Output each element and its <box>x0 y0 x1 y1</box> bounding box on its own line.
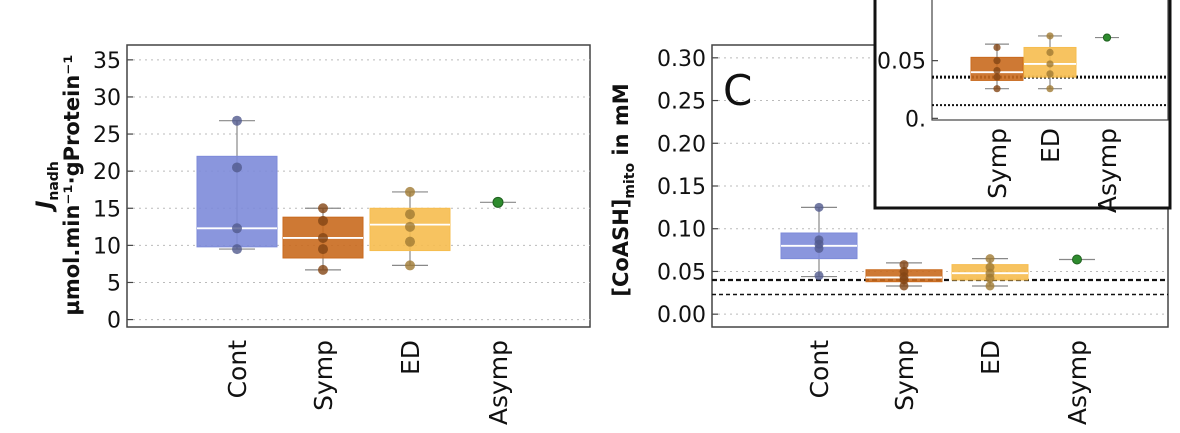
jnadh-ytick-label: 35 <box>93 49 121 74</box>
jnadh-data-point <box>232 223 242 234</box>
coash-data-point <box>985 273 995 283</box>
inset-data-point <box>993 85 1001 93</box>
jnadh-y-axis-units: µmol.min⁻¹·gProtein⁻¹ <box>60 54 84 315</box>
jnadh-category-label: ED <box>396 340 425 375</box>
inset-data-point <box>993 66 1001 75</box>
inset-data-point <box>1046 60 1054 68</box>
coash-y-axis-label: [CoASH]mito in mM <box>609 83 638 296</box>
jnadh-ytick-label: 0 <box>107 309 121 334</box>
inset-category-label: Symp <box>983 128 1012 199</box>
jnadh-ytick-label: 30 <box>93 86 121 111</box>
inset-ytick-label: 0. <box>905 107 926 132</box>
coash-y-title-subscript: mito <box>622 163 638 199</box>
coash-data-point <box>814 243 824 253</box>
jnadh-data-point <box>318 215 328 226</box>
jnadh-data-point <box>318 203 328 214</box>
coash-data-point <box>899 281 909 291</box>
jnadh-y-title-main: J <box>33 201 58 213</box>
coash-category-label: ED <box>976 340 1005 375</box>
jnadh-data-point <box>232 244 242 255</box>
inset-data-point <box>1046 48 1054 57</box>
jnadh-data-point <box>232 162 242 173</box>
inset-data-point <box>1046 85 1054 93</box>
jnadh-data-point <box>232 115 242 126</box>
jnadh-category-label: Cont <box>223 340 252 399</box>
panel-label: C <box>723 66 752 115</box>
inset-data-point <box>1046 70 1054 78</box>
jnadh-data-point <box>492 196 504 208</box>
coash-data-point <box>985 254 995 264</box>
jnadh-y-axis-title: Jnadh <box>33 161 62 213</box>
coash-ytick-label: 0.25 <box>657 90 706 115</box>
jnadh-data-point <box>318 244 328 255</box>
inset-ytick-label: 0.05 <box>877 50 926 75</box>
coash-data-point <box>899 260 909 270</box>
jnadh-ytick-label: 10 <box>93 234 121 259</box>
jnadh-data-point <box>405 236 415 247</box>
coash-category-label: Asymp <box>1063 340 1092 425</box>
jnadh-ytick-label: 15 <box>93 197 121 222</box>
jnadh-data-point <box>405 260 415 271</box>
coash-data-point <box>985 281 995 291</box>
coash-y-title-suffix: in mM <box>609 83 633 163</box>
inset-data-point <box>1102 33 1112 42</box>
coash-data-point <box>1072 254 1082 265</box>
jnadh-category-label: Symp <box>309 340 338 411</box>
jnadh-data-point <box>318 264 328 275</box>
coash-y-title-main: [CoASH] <box>609 199 633 297</box>
inset-data-point <box>993 73 1001 81</box>
coash-ytick-label: 0.10 <box>657 218 706 243</box>
jnadh-ytick-label: 20 <box>93 160 121 185</box>
coash-category-label: Cont <box>805 340 834 399</box>
coash-data-point <box>814 202 824 212</box>
jnadh-data-point <box>405 209 415 220</box>
inset-panel: 0.05 0. Symp ED Asymp <box>877 0 1169 213</box>
jnadh-data-point <box>318 232 328 243</box>
coash-ytick-label: 0.00 <box>657 303 706 328</box>
jnadh-ytick-label: 25 <box>93 123 121 148</box>
inset-data-point <box>993 57 1001 65</box>
jnadh-data-point <box>405 186 415 197</box>
inset-data-point <box>993 43 1001 52</box>
jnadh-y-title-subscript: nadh <box>46 161 62 200</box>
jnadh-category-label: Asymp <box>484 340 513 425</box>
inset-category-label: Asymp <box>1093 128 1122 213</box>
jnadh-plot-frame <box>126 44 591 328</box>
jnadh-panel: 35 30 25 20 15 10 5 0 Cont Symp ED Asymp <box>93 44 591 425</box>
inset-category-label: ED <box>1036 128 1065 163</box>
coash-ytick-label: 0.15 <box>657 175 706 200</box>
coash-data-point <box>814 271 824 281</box>
inset-data-point <box>1046 32 1054 40</box>
jnadh-ytick-label: 5 <box>107 271 121 296</box>
coash-ytick-label: 0.30 <box>657 47 706 72</box>
coash-category-label: Symp <box>890 340 919 411</box>
coash-ytick-label: 0.20 <box>657 132 706 157</box>
coash-ytick-label: 0.05 <box>657 260 706 285</box>
jnadh-data-point <box>405 221 415 232</box>
